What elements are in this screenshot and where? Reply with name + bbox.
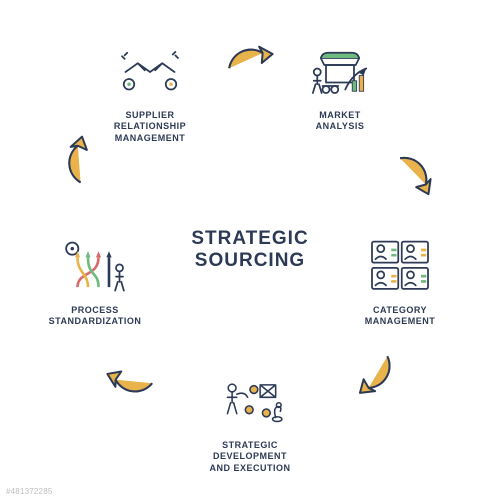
arrow-market-to-category <box>389 145 441 206</box>
supplier-label-line: RELATIONSHIP <box>114 121 186 131</box>
process-label-line: PROCESS <box>71 305 119 315</box>
diagram-title: STRATEGIC SOURCING <box>191 228 308 272</box>
node-supplier: SUPPLIERRELATIONSHIP MANAGEMENT <box>90 40 210 144</box>
market-label-line: ANALYSIS <box>316 121 365 131</box>
category-icon <box>365 235 435 299</box>
supplier-label-line: MANAGEMENT <box>115 133 186 143</box>
node-process: PROCESSSTANDARDIZATION <box>35 235 155 328</box>
strategic-label-line: STRATEGIC DEVELOPMENT <box>213 440 287 461</box>
title-line-1: STRATEGIC <box>191 228 308 250</box>
strategic-sourcing-diagram: STRATEGIC SOURCING SUPPLIERRELATIONSHIP M… <box>0 0 500 500</box>
strategic-icon <box>215 370 285 434</box>
supplier-icon <box>115 40 185 104</box>
market-label: MARKETANALYSIS <box>280 110 400 133</box>
process-label: PROCESSSTANDARDIZATION <box>35 305 155 328</box>
node-market: MARKETANALYSIS <box>280 40 400 133</box>
strategic-label-line: AND EXECUTION <box>209 463 290 473</box>
arrow-strategic-to-process <box>97 349 163 412</box>
watermark-id: #481372285 <box>6 487 53 496</box>
node-strategic: STRATEGIC DEVELOPMENT AND EXECUTION <box>190 370 310 474</box>
strategic-label: STRATEGIC DEVELOPMENT AND EXECUTION <box>190 440 310 474</box>
market-icon <box>305 40 375 104</box>
category-label-line: CATEGORY <box>373 305 427 315</box>
title-line-2: SOURCING <box>191 250 308 272</box>
node-category: CATEGORYMANAGEMENT <box>340 235 460 328</box>
supplier-label-line: SUPPLIER <box>125 110 174 120</box>
supplier-label: SUPPLIERRELATIONSHIP MANAGEMENT <box>90 110 210 144</box>
process-icon <box>60 235 130 299</box>
arrow-category-to-strategic <box>342 345 407 406</box>
category-label: CATEGORYMANAGEMENT <box>340 305 460 328</box>
category-label-line: MANAGEMENT <box>365 316 436 326</box>
process-label-line: STANDARDIZATION <box>49 316 142 326</box>
market-label-line: MARKET <box>319 110 361 120</box>
arrow-supplier-to-market <box>222 38 277 82</box>
